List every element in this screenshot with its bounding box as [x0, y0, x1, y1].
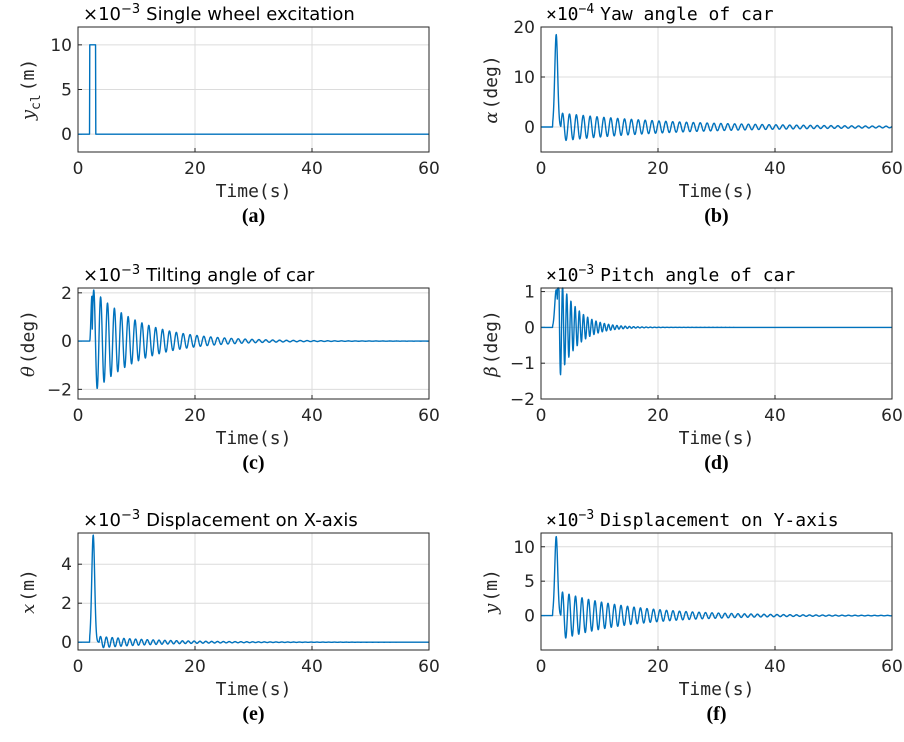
- x-tick-label: 60: [881, 159, 903, 179]
- x-tick-label: 40: [764, 406, 786, 426]
- x-axis-label: Time(s): [679, 428, 755, 449]
- y-axis-label: y(m): [481, 569, 502, 615]
- x-axis-label: Time(s): [216, 428, 292, 449]
- chart-title: ×10−3 Pitch angle of car: [546, 263, 795, 286]
- panel-d: 0 20 40 60 −2 −1 0 1 ×10−3 Pitch angle of car Time…: [481, 263, 903, 474]
- y-axis-label: ycl(m): [18, 59, 44, 121]
- x-tick-label: 40: [764, 159, 786, 179]
- axes-box: [77, 26, 430, 153]
- x-tick-label: 0: [73, 406, 84, 426]
- y-tick-label: 10: [50, 36, 72, 56]
- x-tick-label: 40: [301, 657, 323, 677]
- y-tick-label: 2: [61, 284, 72, 304]
- y-tick-label: 10: [513, 538, 535, 558]
- axes-box: [77, 287, 430, 400]
- y-tick-label: 0: [524, 607, 535, 627]
- y-axis-label: β(deg): [481, 310, 502, 378]
- panel-c: 0 20 40 60−202×10−3 Tilting angle of carTime…: [18, 263, 440, 474]
- panel-b: 0 20 40 60 0 10 20 ×10−4 Yaw angle of car Time(s)…: [481, 2, 903, 227]
- axes-box: [540, 287, 893, 400]
- panel-caption: (f): [707, 703, 727, 725]
- chart-title: ×10−3 Displacement on X-axis: [83, 508, 358, 531]
- series-line: [540, 33, 893, 142]
- y-tick-label: 2: [61, 594, 72, 614]
- panel-f: 0 20 40 60 0 5 10 ×10−3 Displacement on Y-axis Ti…: [481, 508, 903, 725]
- y-tick-label: 4: [61, 555, 72, 575]
- panel-a: 0 20 40 60 0 5 10 ×10−3 Single wheel excitation T…: [18, 2, 440, 227]
- x-tick-label: 60: [418, 657, 440, 677]
- x-tick-label: 0: [73, 657, 84, 677]
- x-tick-label: 0: [536, 406, 547, 426]
- y-tick-label: 5: [524, 572, 535, 592]
- y-tick-label: 0: [61, 332, 72, 352]
- series-line: [540, 535, 893, 639]
- y-axis-label: x(m): [18, 569, 39, 614]
- y-tick-label: 0: [524, 318, 535, 338]
- y-tick-label: −2: [510, 390, 535, 410]
- y-tick-label: 5: [61, 81, 72, 101]
- series-line: [540, 287, 893, 376]
- y-tick-label: 0: [61, 633, 72, 653]
- series-line: [77, 534, 430, 649]
- x-tick-label: 60: [881, 406, 903, 426]
- chart-title: ×10−3 Tilting angle of car: [83, 263, 315, 286]
- x-axis-label: Time(s): [216, 679, 292, 700]
- x-axis-label: Time(s): [679, 679, 755, 700]
- y-tick-label: 10: [513, 68, 535, 88]
- x-tick-label: 60: [418, 159, 440, 179]
- x-tick-label: 0: [536, 657, 547, 677]
- x-tick-label: 20: [184, 657, 206, 677]
- x-tick-label: 20: [647, 406, 669, 426]
- panel-caption: (b): [704, 205, 728, 227]
- chart-title: ×10−3 Single wheel excitation: [83, 2, 355, 25]
- axes-box: [540, 26, 893, 153]
- x-tick-label: 60: [881, 657, 903, 677]
- chart-title: ×10−3 Displacement on Y-axis: [546, 508, 839, 531]
- y-tick-label: −2: [47, 380, 72, 400]
- panel-caption: (e): [242, 703, 264, 725]
- panel-caption: (a): [242, 205, 265, 227]
- chart-title: ×10−4 Yaw angle of car: [546, 2, 774, 25]
- x-tick-label: 60: [418, 406, 440, 426]
- axes-box: [77, 532, 430, 651]
- x-tick-label: 20: [647, 657, 669, 677]
- y-tick-label: 20: [513, 18, 535, 38]
- x-tick-label: 0: [536, 159, 547, 179]
- x-tick-label: 0: [73, 159, 84, 179]
- x-tick-label: 40: [764, 657, 786, 677]
- series-line: [77, 289, 430, 390]
- panel-caption: (d): [704, 452, 728, 474]
- panel-e: 0 20 40 60 0 2 4 ×10−3 Displacement on X-axis Tim…: [18, 508, 440, 725]
- y-axis-label: θ(deg): [18, 310, 39, 377]
- x-tick-label: 40: [301, 159, 323, 179]
- x-tick-label: 20: [184, 159, 206, 179]
- y-axis-label: α(deg): [481, 55, 502, 123]
- y-tick-label: −1: [510, 354, 535, 374]
- y-tick-label: 0: [524, 118, 535, 138]
- axes-box: [540, 532, 893, 651]
- x-axis-label: Time(s): [679, 181, 755, 202]
- x-axis-label: Time(s): [216, 181, 292, 202]
- x-tick-label: 20: [184, 406, 206, 426]
- panel-caption: (c): [242, 452, 264, 474]
- y-tick-label: 0: [61, 125, 72, 145]
- x-tick-label: 20: [647, 159, 669, 179]
- y-tick-label: 1: [524, 283, 535, 303]
- x-tick-label: 40: [301, 406, 323, 426]
- series-line: [77, 44, 430, 135]
